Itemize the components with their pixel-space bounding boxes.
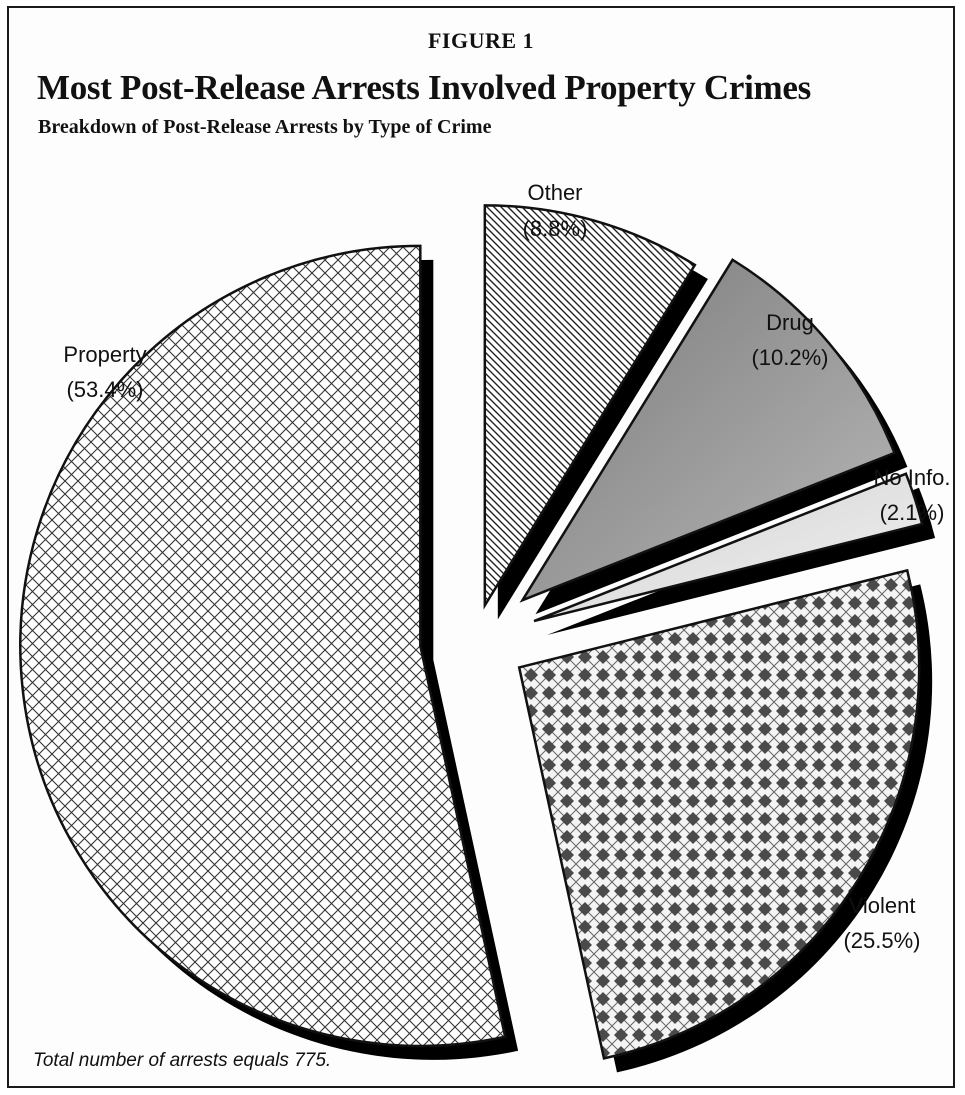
pie-slice-no-info xyxy=(533,472,924,623)
figure-label: FIGURE 1 xyxy=(427,28,535,53)
pie-slice-property xyxy=(19,244,507,1048)
slice-value-drug: (10.2%) xyxy=(751,345,828,370)
slice-label-other: Other xyxy=(527,180,582,205)
slice-value-no-info: (2.1%) xyxy=(880,500,945,525)
pie-slice-violent xyxy=(517,568,921,1060)
slice-label-no-info: No Info. xyxy=(873,465,950,490)
pie-slice-drug xyxy=(519,258,897,603)
slice-label-violent: Violent xyxy=(849,893,916,918)
slice-label-drug: Drug xyxy=(766,310,814,335)
pie-slice-other xyxy=(483,204,697,610)
chart-subtitle: Breakdown of Post-Release Arrests by Typ… xyxy=(38,116,492,138)
slice-value-property: (53.4%) xyxy=(66,377,143,402)
chart-title: Most Post-Release Arrests Involved Prope… xyxy=(37,68,811,107)
slice-label-property: Property xyxy=(63,342,146,367)
footnote: Total number of arrests equals 775. xyxy=(33,1050,332,1071)
slice-value-other: (8.8%) xyxy=(523,216,588,241)
slice-value-violent: (25.5%) xyxy=(843,928,920,953)
